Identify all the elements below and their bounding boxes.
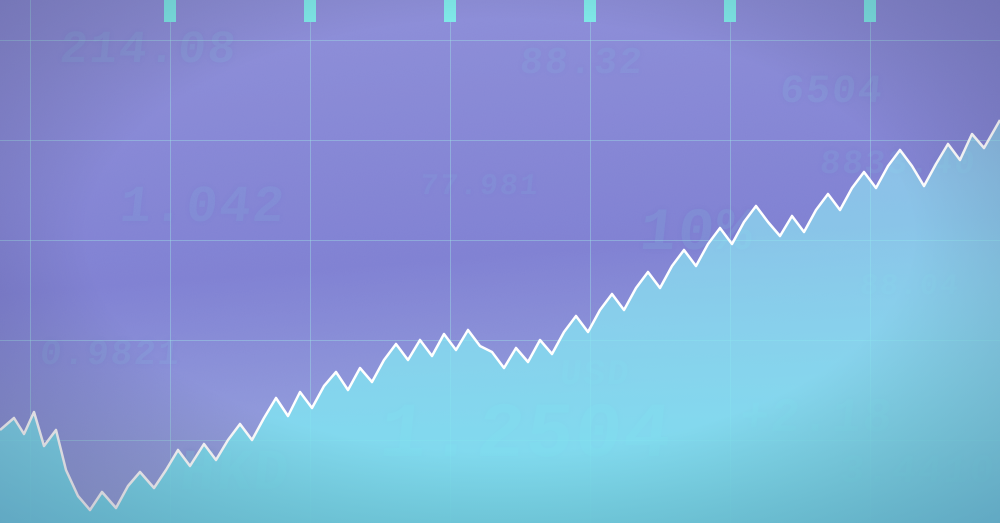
- chart-stage: 214.0888.3265041.0428833.4010%88.041.250…: [0, 0, 1000, 523]
- chart-area-fill: [0, 120, 1000, 523]
- area-chart: [0, 0, 1000, 523]
